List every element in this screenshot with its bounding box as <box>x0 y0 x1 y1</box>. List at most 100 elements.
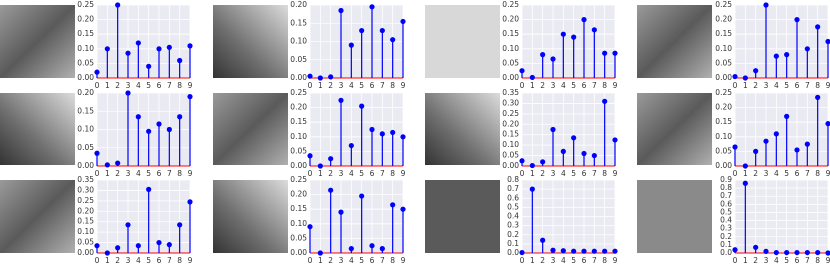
stem-marker <box>166 44 172 50</box>
stem-marker <box>146 128 152 134</box>
y-tick-label: 0.2 <box>507 230 519 239</box>
y-tick-label: 0.00 <box>715 73 732 82</box>
x-tick-label: 4 <box>349 169 354 178</box>
y-tick-label: 0.05 <box>502 58 519 67</box>
x-tick-label: 1 <box>530 256 535 265</box>
stem-marker <box>519 249 525 256</box>
y-tick-label: 0.20 <box>715 103 732 112</box>
y-tick-label: 0.00 <box>290 73 307 82</box>
y-tick-label: 0.10 <box>290 132 307 141</box>
stem-marker <box>177 222 183 228</box>
x-tick-label: 4 <box>136 81 141 90</box>
x-tick-label: 6 <box>370 81 375 90</box>
x-tick-label: 0 <box>95 256 100 265</box>
y-tick-label: 0.10 <box>77 227 94 236</box>
x-tick-label: 8 <box>390 169 395 178</box>
y-tick-label: 0.20 <box>502 15 519 24</box>
x-tick-label: 8 <box>177 81 182 90</box>
y-tick-label: 0.05 <box>290 233 307 242</box>
plot-background <box>735 180 828 253</box>
stem-marker <box>784 52 790 58</box>
x-tick-label: 6 <box>795 256 800 265</box>
x-tick-label: 6 <box>157 256 162 265</box>
x-tick-label: 0 <box>520 169 525 178</box>
y-tick-label: 0.00 <box>502 73 519 82</box>
x-tick-label: 5 <box>571 81 576 90</box>
stem-marker <box>753 244 759 250</box>
stem-marker <box>581 150 587 157</box>
x-tick-label: 0 <box>95 169 100 178</box>
y-tick-label: 0.05 <box>715 146 732 155</box>
y-tick-label: 0.10 <box>77 44 94 53</box>
stem-marker <box>187 199 193 205</box>
stem-marker <box>125 222 131 228</box>
x-tick-label: 7 <box>380 256 385 265</box>
x-tick-label: 0 <box>520 81 525 90</box>
stem-marker <box>815 94 821 100</box>
x-tick-label: 8 <box>390 256 395 265</box>
x-tick-label: 6 <box>370 169 375 178</box>
x-tick-label: 1 <box>105 81 110 90</box>
y-tick-label: 0.4 <box>720 216 732 225</box>
x-tick-label: 2 <box>753 169 758 178</box>
stem-marker <box>794 17 800 23</box>
stem-marker <box>94 150 100 156</box>
x-tick-label: 4 <box>774 169 779 178</box>
stem-marker <box>529 186 535 192</box>
y-tick-label: 0.25 <box>290 175 307 184</box>
x-tick-label: 9 <box>401 169 406 178</box>
stem-marker <box>156 46 162 52</box>
y-tick-label: 0.25 <box>715 88 732 97</box>
x-tick-label: 2 <box>753 256 758 265</box>
stem-marker <box>742 180 748 186</box>
x-tick-label: 8 <box>602 256 607 265</box>
y-tick-label: 0.05 <box>77 58 94 67</box>
x-tick-label: 7 <box>380 169 385 178</box>
stem-marker <box>571 34 577 40</box>
x-tick-label: 2 <box>115 169 120 178</box>
image <box>0 5 75 78</box>
y-tick-label: 0.05 <box>715 58 732 67</box>
y-tick-label: 0.15 <box>715 29 732 38</box>
stem-marker <box>328 187 334 193</box>
y-tick-label: 0.10 <box>715 44 732 53</box>
stem-marker <box>602 50 608 56</box>
plot-background <box>735 5 828 78</box>
stem-marker <box>125 50 131 56</box>
stem-marker <box>753 68 759 74</box>
stem-marker <box>815 249 821 256</box>
y-tick-label: 0.20 <box>290 103 307 112</box>
x-tick-label: 4 <box>349 81 354 90</box>
plot-background <box>310 180 403 253</box>
x-tick-label: 5 <box>784 256 789 265</box>
x-tick-label: 9 <box>613 256 618 265</box>
image <box>213 5 288 78</box>
y-tick-label: 0.25 <box>77 196 94 205</box>
y-tick-label: 0.05 <box>502 151 519 160</box>
stem-marker <box>763 138 769 144</box>
y-tick-label: 0.2 <box>720 232 732 241</box>
y-tick-label: 0.10 <box>502 140 519 149</box>
x-tick-label: 3 <box>339 169 344 178</box>
x-tick-label: 5 <box>571 169 576 178</box>
x-tick-label: 6 <box>370 256 375 265</box>
x-tick-label: 4 <box>561 169 566 178</box>
stem-marker <box>612 50 618 56</box>
stem-marker <box>825 121 830 127</box>
x-tick-label: 4 <box>136 169 141 178</box>
x-tick-label: 1 <box>743 81 748 90</box>
x-tick-label: 5 <box>146 256 151 265</box>
x-tick-label: 5 <box>571 256 576 265</box>
stem-marker <box>359 27 365 34</box>
x-tick-label: 2 <box>328 256 333 265</box>
stem-marker <box>135 243 141 249</box>
image <box>213 93 288 165</box>
x-tick-label: 6 <box>582 256 587 265</box>
plot-background <box>522 93 615 166</box>
stem-marker <box>338 209 344 215</box>
stem-marker <box>177 114 183 120</box>
y-tick-label: 0.20 <box>502 119 519 128</box>
stem-marker <box>156 239 162 246</box>
y-tick-label: 0.7 <box>720 191 732 200</box>
